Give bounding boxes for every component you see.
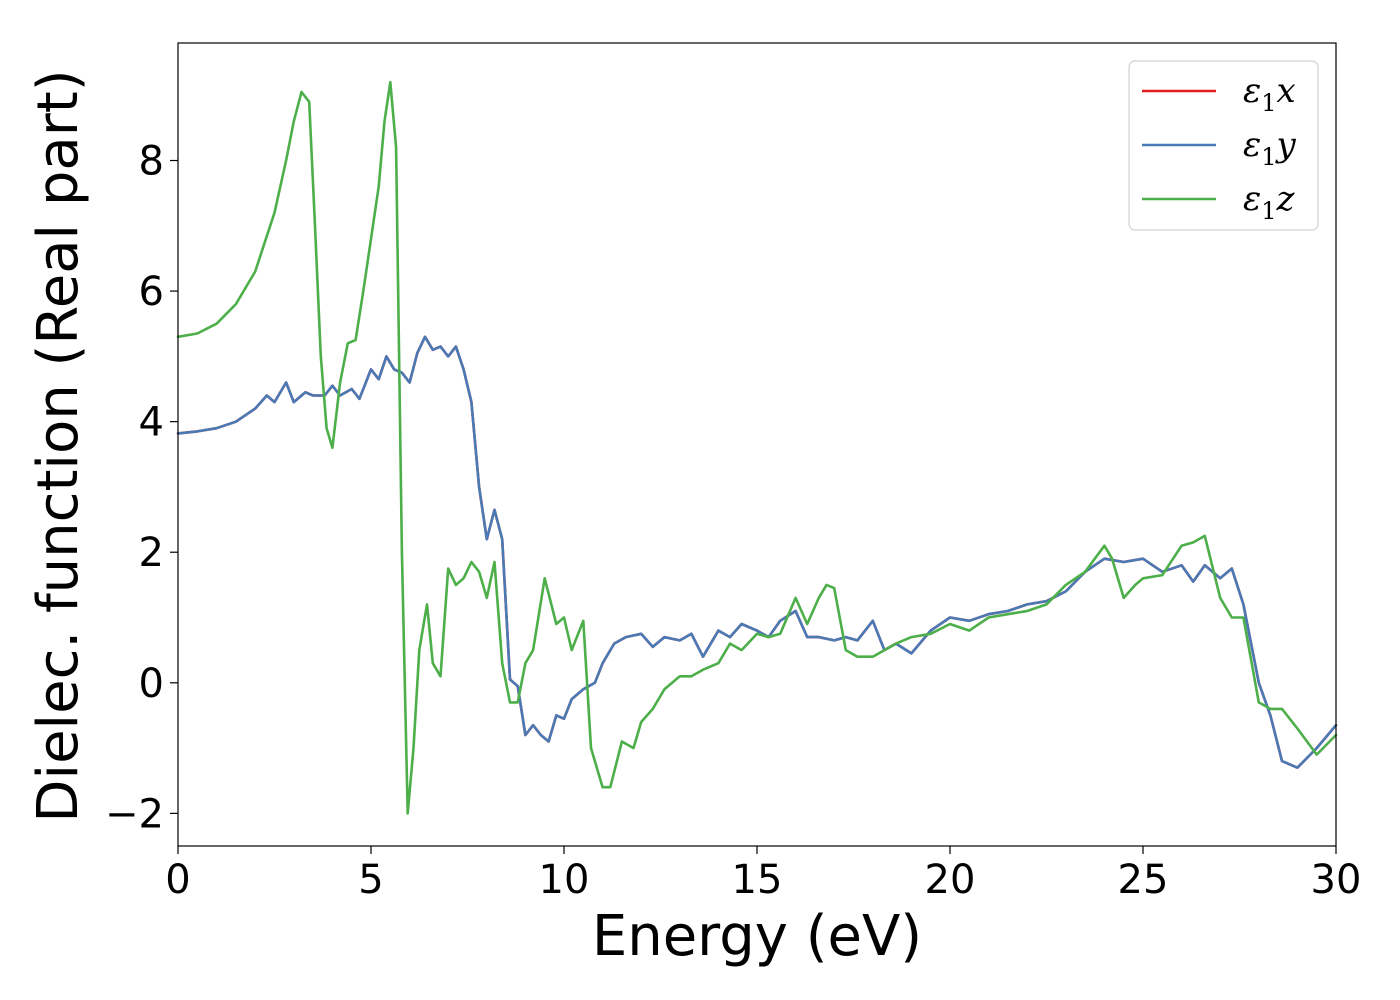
legend: ε1x ε1y ε1z <box>1128 60 1319 231</box>
y-axis-title: Dielec. function (Real part) <box>26 69 91 822</box>
y-tick-label: 2 <box>139 530 164 576</box>
x-tick-label: 10 <box>539 857 590 903</box>
legend-box <box>1128 60 1319 231</box>
y-tick-label: −2 <box>105 791 164 837</box>
x-tick-label: 25 <box>1118 857 1169 903</box>
x-tick-label: 5 <box>358 857 383 903</box>
series-line-z <box>176 80 1338 815</box>
series-layer <box>176 80 1338 815</box>
series-line-y <box>176 335 1338 769</box>
y-axis: −2 0 2 4 6 8 <box>105 139 178 837</box>
y-tick-label: 8 <box>139 139 164 185</box>
legend-label-y: ε1y <box>1243 125 1297 171</box>
x-tick-label: 15 <box>732 857 783 903</box>
x-axis: 0 5 10 15 20 25 30 <box>165 846 1361 903</box>
y-tick-label: 0 <box>139 661 164 707</box>
legend-label-z: ε1z <box>1243 179 1296 225</box>
legend-label-x: ε1x <box>1243 71 1296 117</box>
x-tick-label: 20 <box>925 857 976 903</box>
x-tick-label: 30 <box>1311 857 1362 903</box>
x-axis-title: Energy (eV) <box>592 904 922 969</box>
y-tick-label: 4 <box>139 400 164 446</box>
x-tick-label: 0 <box>165 857 190 903</box>
y-tick-label: 6 <box>139 269 164 315</box>
